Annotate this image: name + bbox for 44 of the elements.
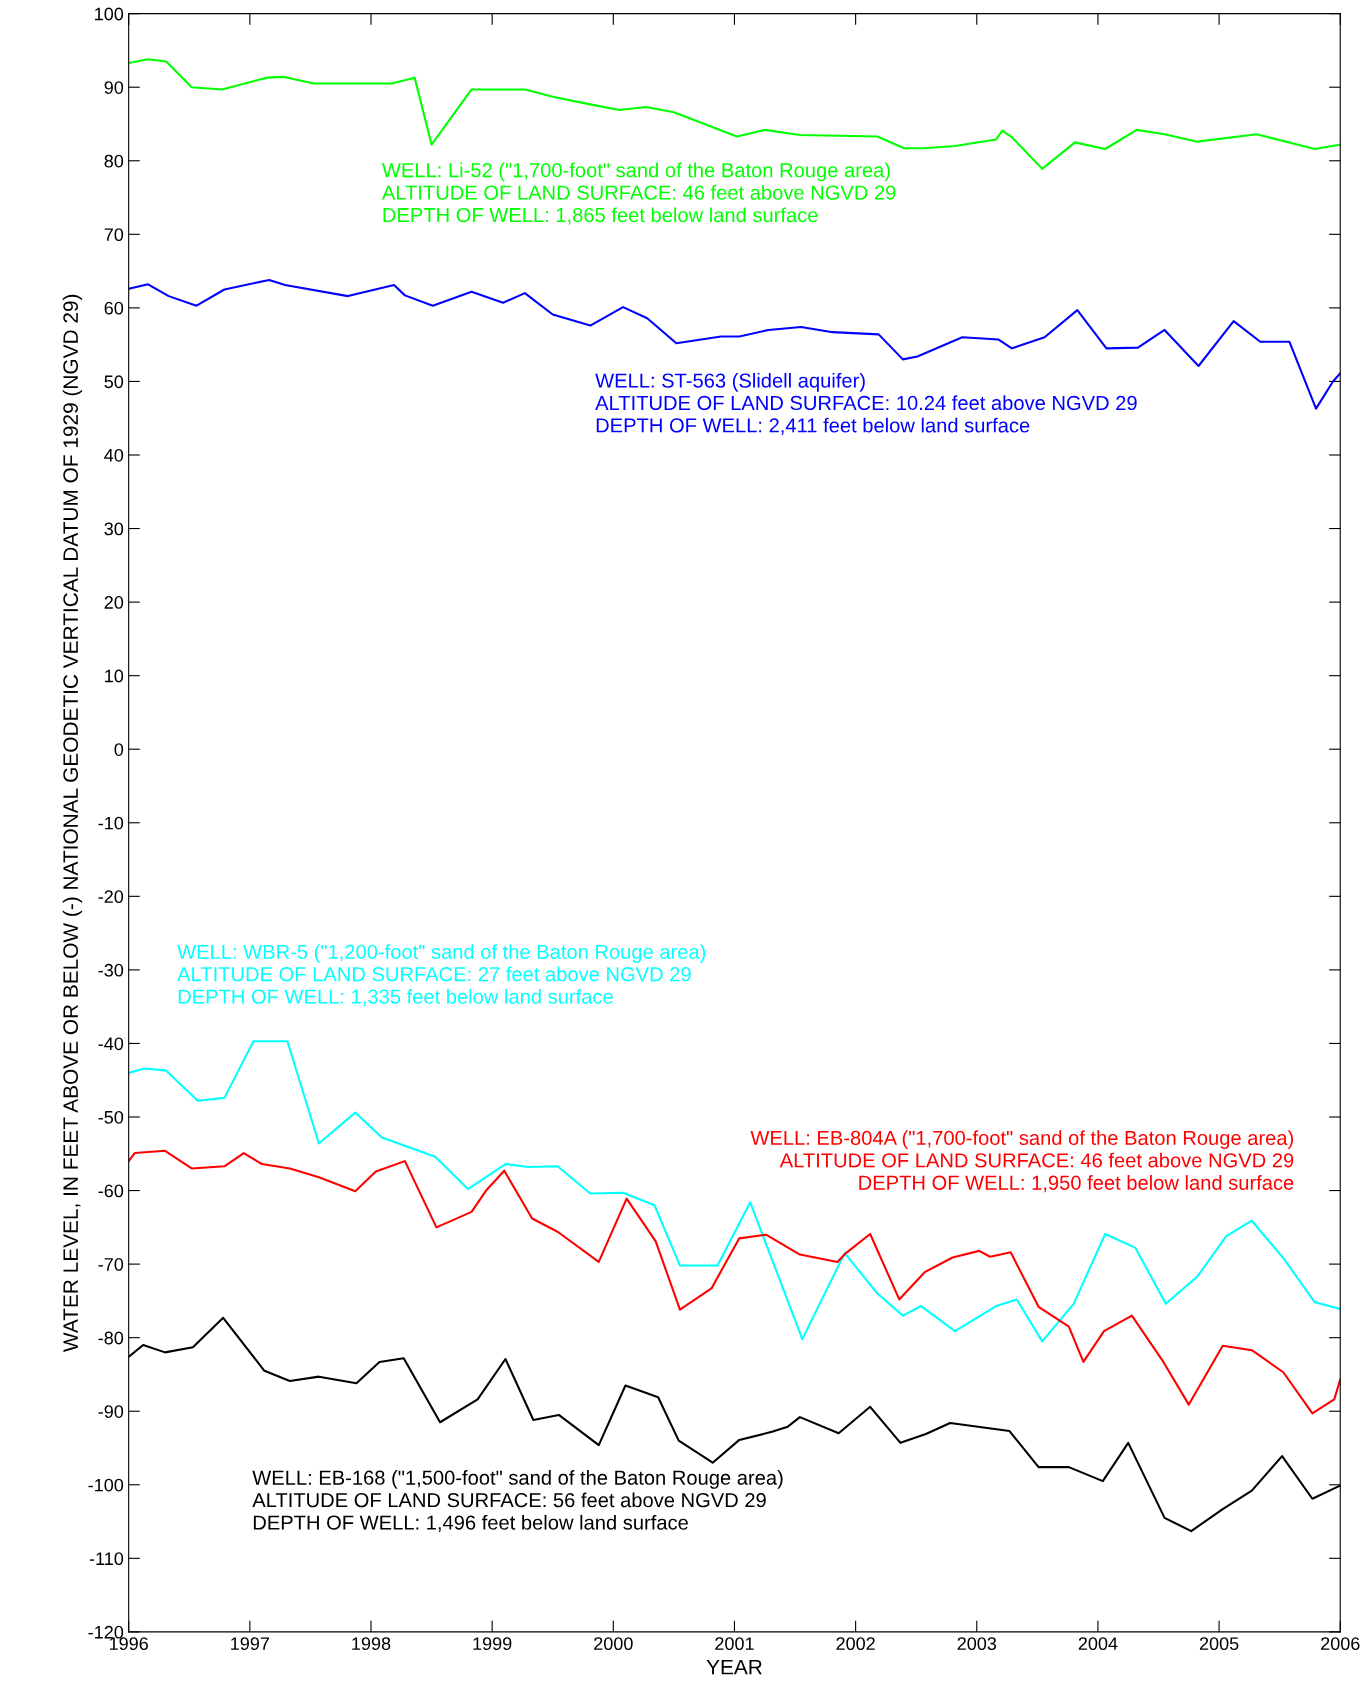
text: WELL: WBR-5 ("1,200-foot" sand of the Baton Rouge area) ALTITUDE OF LAND SURFACE: 27 feet above NGVD 29 DEPTH OF WELL: 1,335 feet below land surface: [177, 944, 706, 1007]
series-label: WELL: EB-168 ("1,500-foot" sand of the Baton Rouge area) ALTITUDE OF LAND SURFACE: 56 feet above NGVD 29 DEPTH OF WELL: 1,496 feet below land surface: [252, 1470, 783, 1533]
text: WELL: EB-804A ("1,700-foot" sand of the Baton Rouge area) ALTITUDE OF LAND SURFACE: 46 feet above NGVD 29 DEPTH OF WELL: 1,950 feet below land surface: [750, 1130, 1294, 1193]
line-series: [128, 1040, 1341, 1343]
series-label: WELL: ST-563 (Slidell aquifer) ALTITUDE OF LAND SURFACE: 10.24 feet above NGVD 29 DEPTH OF WELL: 2,411 feet below land surface: [595, 372, 1137, 435]
y-tick-label: -110: [89, 1552, 124, 1566]
y-tick-label: 40: [104, 448, 124, 462]
line-series: [128, 1149, 1341, 1415]
y-tick-label: -90: [98, 1405, 124, 1418]
y-tick-label: -120: [88, 1625, 124, 1639]
x-tick-label: 2004: [1078, 1637, 1118, 1651]
line-series: [128, 278, 1341, 410]
x-tick-label: 1998: [352, 1637, 391, 1651]
y-tick-label: 0: [114, 743, 124, 756]
y-axis-title: WATER LEVEL, IN FEET ABOVE OR BELOW (-) NATIONAL GEODETIC VERTICAL DATUM OF 1929 (NGVD 29): [62, 294, 83, 1352]
y-tick-label: -70: [98, 1258, 124, 1271]
x-tick-label: 1997: [231, 1637, 270, 1651]
y-tick-label: 60: [104, 301, 124, 315]
y-tick-label: -10: [98, 816, 124, 830]
x-tick-label: 2002: [836, 1637, 875, 1651]
y-tick-label: 100: [95, 7, 124, 21]
x-tick-label: 2000: [594, 1637, 633, 1651]
y-tick-label: -80: [98, 1331, 124, 1345]
y-tick-label: -50: [98, 1110, 124, 1124]
x-axis-title: YEAR: [706, 1659, 762, 1675]
y-tick-label: 20: [104, 596, 124, 609]
y-tick-label: -40: [98, 1037, 124, 1051]
y-tick-label: 50: [104, 375, 124, 389]
y-tick-label: 70: [104, 228, 124, 242]
y-tick-label: -20: [98, 890, 124, 904]
x-tick-label: 2001: [715, 1637, 754, 1651]
y-tick-label: -30: [98, 963, 124, 977]
x-tick-label: 1996: [109, 1637, 148, 1651]
series-label: WELL: Li-52 ("1,700-foot" sand of the Baton Rouge area) ALTITUDE OF LAND SURFACE: 46 feet above NGVD 29 DEPTH OF WELL: 1,865 feet below land surface: [381, 162, 896, 225]
y-tick-label: -100: [88, 1478, 124, 1492]
y-tick-label: 90: [104, 81, 124, 94]
y-tick-label: 30: [104, 522, 124, 536]
x-tick-label: 2005: [1199, 1637, 1239, 1651]
x-tick-label: 2003: [957, 1637, 997, 1651]
y-tick-label: -60: [98, 1184, 124, 1198]
x-tick-label: 2006: [1321, 1637, 1360, 1651]
y-tick-label: 10: [105, 669, 124, 683]
x-tick-label: 1999: [473, 1637, 512, 1651]
y-tick-label: 80: [104, 154, 124, 168]
